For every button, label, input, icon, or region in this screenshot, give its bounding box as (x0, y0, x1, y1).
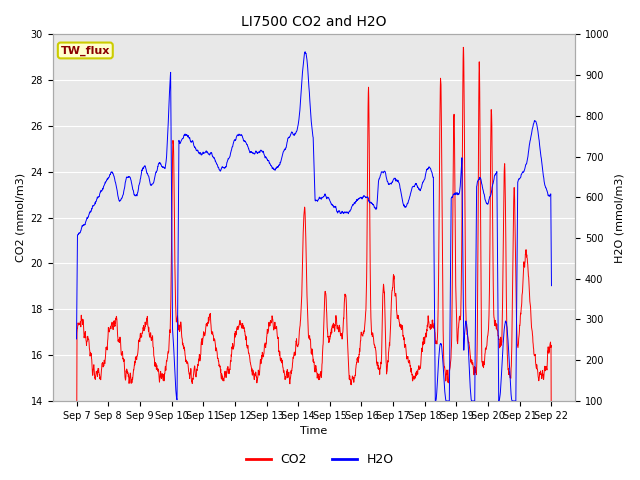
H2O (291, 131, 299, 136)
CO2 (291, 352, 299, 358)
CO2 (447, 360, 454, 365)
H2O (431, 398, 439, 404)
Line: CO2: CO2 (77, 48, 552, 480)
H2O (97, 189, 104, 195)
X-axis label: Time: Time (300, 426, 328, 436)
Legend: CO2, H2O: CO2, H2O (241, 448, 399, 471)
H2O (447, 221, 455, 227)
H2O (304, 65, 312, 71)
H2O (73, 336, 81, 342)
Y-axis label: CO2 (mmol/m3): CO2 (mmol/m3) (15, 173, 25, 262)
CO2 (534, 369, 541, 374)
H2O (301, 49, 309, 55)
H2O (548, 283, 556, 288)
H2O (534, 131, 542, 136)
CO2 (460, 45, 467, 50)
CO2 (534, 372, 542, 378)
Title: LI7500 CO2 and H2O: LI7500 CO2 and H2O (241, 15, 387, 29)
Line: H2O: H2O (77, 52, 552, 401)
Y-axis label: H2O (mmol/m3): H2O (mmol/m3) (615, 173, 625, 263)
CO2 (97, 377, 104, 383)
Text: TW_flux: TW_flux (61, 45, 110, 56)
H2O (534, 128, 542, 134)
CO2 (303, 306, 311, 312)
